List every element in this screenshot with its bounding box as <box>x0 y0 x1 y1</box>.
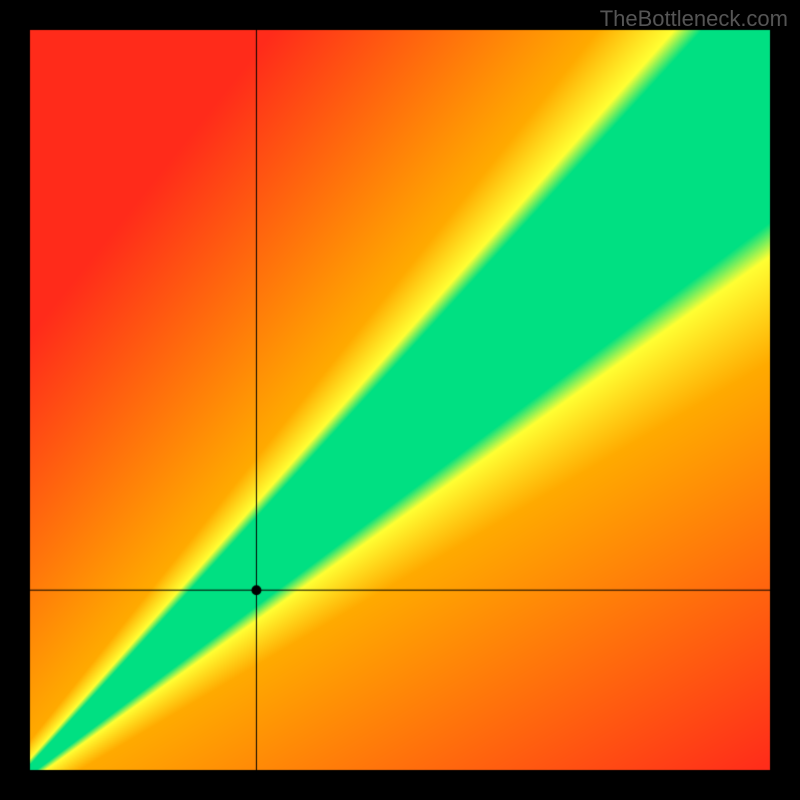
watermark-text: TheBottleneck.com <box>600 6 788 32</box>
bottleneck-heatmap <box>0 0 800 800</box>
chart-container: TheBottleneck.com <box>0 0 800 800</box>
